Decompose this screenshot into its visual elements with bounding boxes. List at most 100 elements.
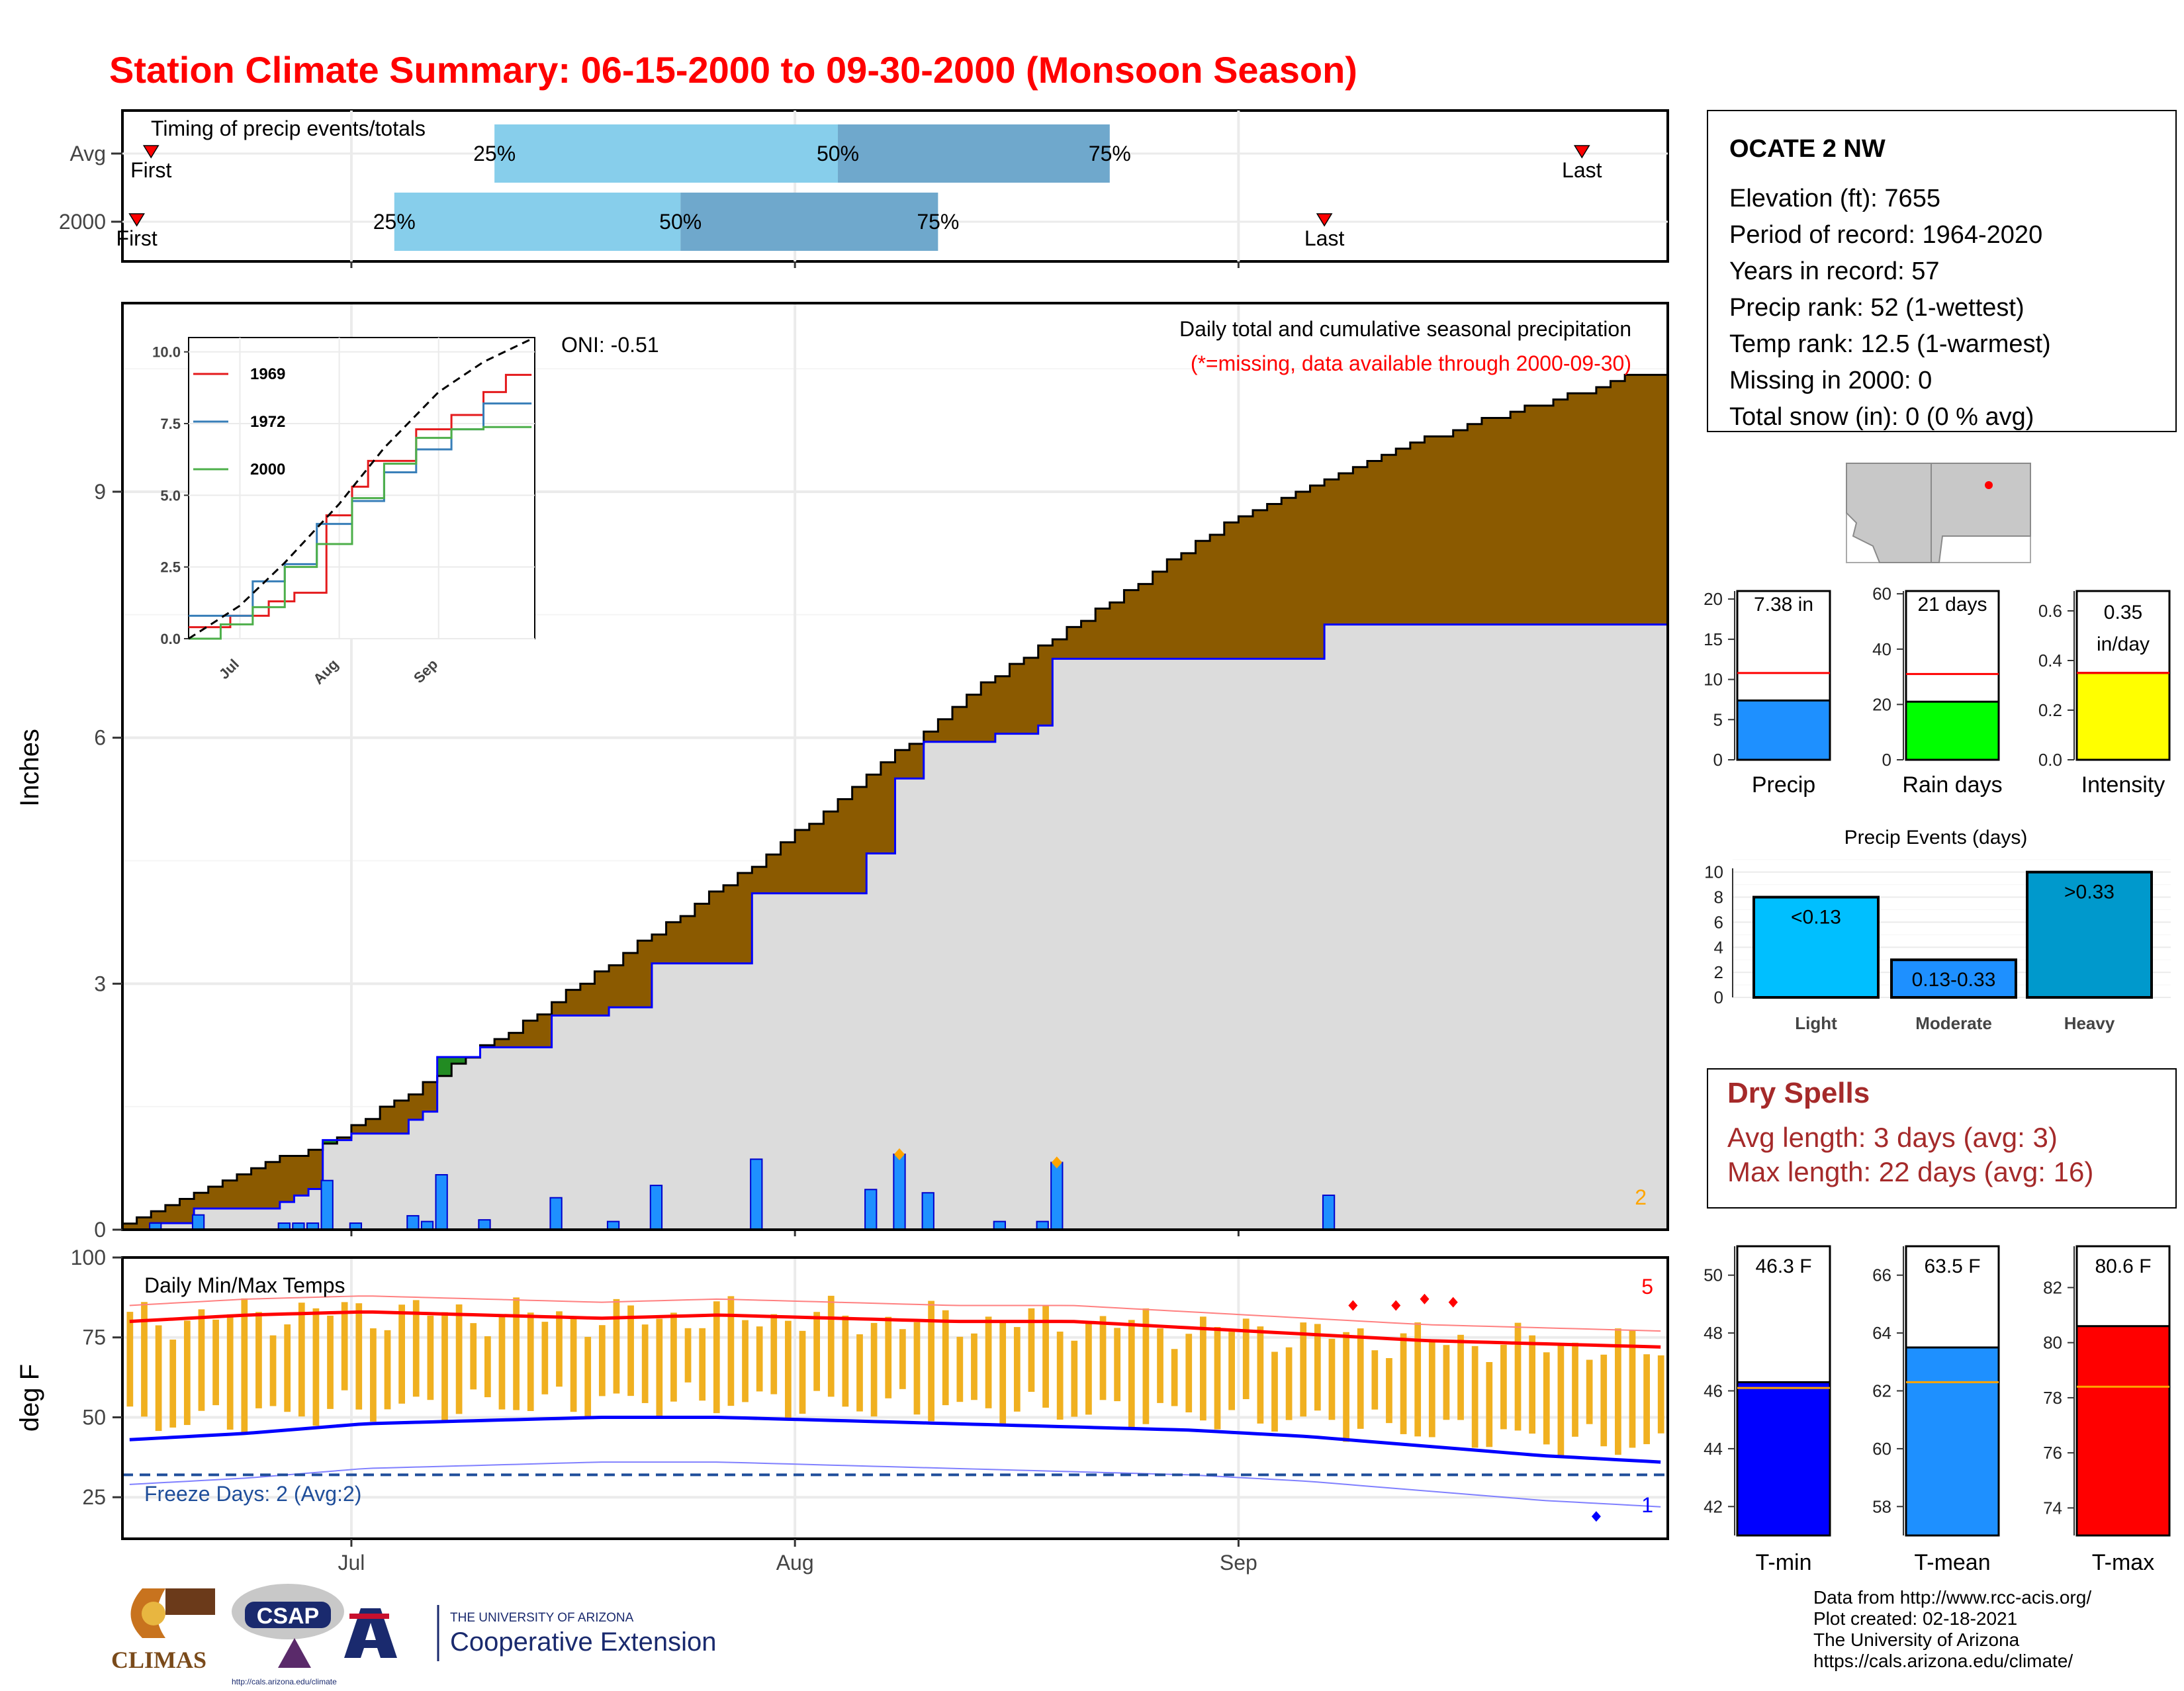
daily-temp-bar [1242,1318,1250,1400]
station-detail-line: Temp rank: 12.5 (1-warmest) [1729,330,2051,358]
daily-temp-bar [1657,1355,1664,1434]
events-x-tick-label: Heavy [2064,1013,2115,1033]
daily-temp-bar [584,1336,592,1417]
daily-temp-bar [1615,1328,1621,1455]
daily-temp-bar [598,1325,606,1396]
daily-temp-bar [298,1303,305,1417]
daily-temp-bar [999,1322,1007,1427]
temp-frame [121,1256,1669,1540]
logos: CLIMAS CSAP http://cals.arizona.edu/clim… [111,1584,716,1686]
ua-big-text: Cooperative Extension [450,1627,716,1657]
ua-small-text: THE UNIVERSITY OF ARIZONA [450,1611,634,1625]
temp-y-tick-label: 100 [71,1246,106,1269]
daily-temp-bar [1457,1334,1464,1420]
daily-temp-bar [1214,1326,1221,1430]
timing-bar-50-75 [838,124,1110,183]
daily-temp-bar [1414,1322,1422,1437]
record-low-line [129,1461,1661,1508]
daily-precip-bar [549,1197,563,1230]
daily-temp-bar [856,1334,863,1412]
daily-precip-bar [1050,1162,1064,1231]
daily-temp-bar [1328,1338,1336,1420]
precip-y-ticks: 0 3 6 9 [94,480,122,1242]
hot-day-marker [1448,1297,1458,1308]
inset-legend-label: 1972 [250,413,285,431]
daily-temp-bar [613,1299,620,1394]
timing-p25-label: 25% [473,142,516,165]
cold-day-marker [1591,1511,1601,1522]
daily-temp-bar [1056,1331,1064,1420]
events-bar-value-label: <0.13 [1791,907,1841,929]
summary-bar-precip [1736,699,1831,761]
precip-plot-area [121,373,1668,1231]
temp-bar-value-label: 80.6 F [2095,1256,2151,1277]
daily-temp-bar [1629,1330,1636,1448]
daily-temp-bar [627,1305,634,1396]
temp-bar-y-tick-label: 62 [1872,1381,1891,1401]
events-bar-light [1752,895,1880,999]
daily-temp-bar [1300,1322,1307,1417]
csap-wordmark: CSAP [257,1604,319,1629]
inset-y-tick-label: 10.0 [152,344,181,361]
daily-temp-bar [1400,1333,1407,1434]
credit-line: https://cals.arizona.edu/climate/ [1813,1651,2073,1671]
daily-temp-bar [699,1328,706,1401]
daily-temp-bar [1185,1334,1193,1413]
station-info-box: OCATE 2 NW Elevation (ft): 7655 Period of… [1707,110,2177,432]
avg-cumulative-line [121,373,1668,1230]
date-x-ticks: Jul Aug Sep [338,1539,1257,1575]
timing-p50-label: 50% [817,142,859,165]
precip-y-tick-label: 3 [94,972,106,995]
temp-y-axis-label: deg F [15,1364,44,1432]
daily-temp-bar [398,1304,406,1404]
daily-temp-bar [141,1302,148,1417]
ua-logo: THE UNIVERSITY OF ARIZONA Cooperative Ex… [344,1605,716,1661]
events-y-tick-label: 10 [1704,862,1723,882]
credit-line: The University of Arizona [1813,1629,2020,1650]
temp-bar-y-tick-label: 74 [2043,1498,2062,1518]
daily-temp-bar [1171,1349,1178,1406]
daily-temp-bar [412,1300,420,1397]
temp-bar-y-tick-label: 66 [1872,1265,1891,1285]
daily-precip-bar [1322,1194,1336,1230]
precip-missing-caption: (*=missing, data available through 2000-… [1191,351,1631,375]
daily-precip-bar [406,1214,420,1231]
temp-y-tick-label: 50 [82,1405,106,1429]
daily-temp-bar [1357,1328,1364,1429]
temp-bar-y-tick-label: 58 [1872,1496,1891,1516]
temp-bar-y-tick-label: 46 [1704,1381,1723,1401]
inset-y-tick-label: 5.0 [160,487,181,504]
daily-temp-bar [384,1330,391,1410]
daily-temp-bar [169,1340,177,1428]
events-bar-heavy [2026,870,2153,999]
hot-day-marker [1348,1300,1358,1311]
precip-y-axis-label: Inches [15,729,44,807]
inset-series-2000 [189,426,532,640]
precip-panel: Inches 0 3 6 9 Daily total and cumulative s… [15,302,1669,1242]
station-detail-line: Precip rank: 52 (1-wettest) [1729,294,2025,322]
timing-first-label: First [116,226,158,250]
summary-bar-y-tick-label: 0.2 [2038,700,2062,720]
climas-logo: CLIMAS [111,1588,215,1673]
daily-temp-bar [870,1322,878,1417]
events-x-tick-label: Moderate [1915,1013,1992,1033]
summary-bar-y-tick-label: 0 [1713,750,1723,770]
daily-temp-bar [498,1314,506,1410]
daily-temp-bar [1386,1358,1392,1424]
daily-temp-bar [813,1312,820,1391]
daily-temp-bar [985,1316,992,1408]
temp-bar-name: T-min [1756,1550,1812,1575]
summary-bar-rain-days [1905,700,2000,761]
station-details: Elevation (ft): 7655 Period of record: 19… [1729,185,2051,431]
daily-temp-bar [1471,1346,1479,1448]
timing-panel: Timing of precip events/totals Avg 25% 50%… [59,109,1669,268]
temp-bar-value-label: 63.5 F [1924,1256,1980,1277]
station-detail-line: Total snow (in): 0 (0 % avg) [1729,403,2034,431]
timing-rows: Avg 25% 50% 75% First Last 2000 25% 50% 75% First L… [59,124,1602,251]
timing-row-label: 2000 [59,210,106,234]
daily-temp-bar [370,1328,377,1422]
events-y-tick-label: 8 [1714,888,1723,907]
daily-precip-bar [921,1192,934,1231]
daily-temp-bar [126,1312,134,1407]
